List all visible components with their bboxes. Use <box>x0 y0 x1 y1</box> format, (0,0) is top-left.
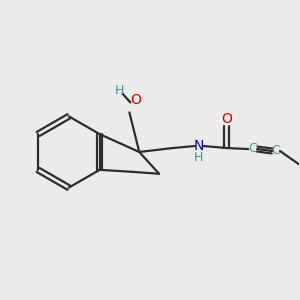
Text: H: H <box>194 152 203 164</box>
Text: O: O <box>221 112 232 126</box>
Text: C: C <box>272 145 280 158</box>
Text: N: N <box>194 139 204 153</box>
Text: H: H <box>115 84 124 97</box>
Text: O: O <box>130 94 141 107</box>
Text: C: C <box>248 142 256 154</box>
